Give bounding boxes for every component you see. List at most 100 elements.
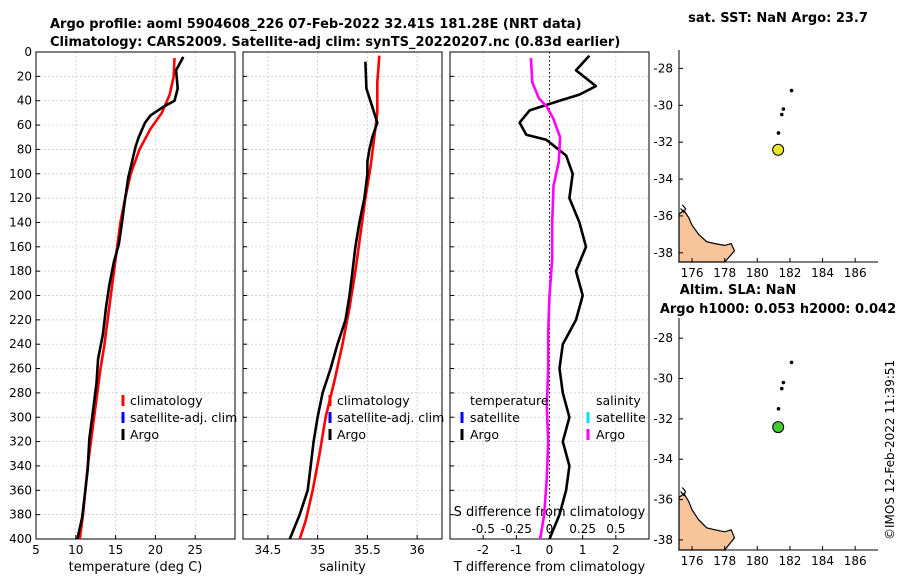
y-tick-label: 220 (9, 313, 32, 327)
land-polygon (678, 209, 736, 263)
legend-entry-label: satellite-adj. clim (337, 410, 444, 425)
x-tick-label: 186 (844, 266, 867, 280)
top-x-tick-label: -0.25 (501, 522, 532, 536)
x-tick-label: 34.5 (255, 543, 282, 557)
top-x-tick-label: 0.25 (569, 522, 596, 536)
legend-entry-label: satellite (596, 410, 646, 425)
y-tick-label: 180 (9, 264, 32, 278)
y-tick-label: -34 (653, 452, 673, 466)
x-tick-label: 10 (68, 543, 83, 557)
y-tick-label: -28 (653, 61, 673, 75)
x-tick-label: 35 (310, 543, 325, 557)
x-tick-label: 184 (811, 554, 834, 568)
x-tick-label: 2 (612, 543, 620, 557)
y-tick-label: -32 (653, 135, 673, 149)
track-point (779, 112, 784, 117)
map-title: Altim. SLA: NaN (680, 283, 796, 298)
x-axis-label: salinity (319, 560, 366, 575)
track-point (776, 406, 781, 411)
series-line-argo (518, 54, 598, 540)
y-tick-label: -36 (653, 209, 673, 223)
legend-title-temperature: temperature (470, 393, 549, 408)
legend-title-salinity: salinity (596, 393, 641, 408)
y-tick-label: 60 (17, 118, 32, 132)
imos-watermark: ©IMOS 12-Feb-2022 11:39:51 (883, 360, 897, 540)
x-tick-label: 178 (713, 554, 736, 568)
x-tick-label: 176 (681, 266, 704, 280)
x-tick-label: 176 (681, 554, 704, 568)
y-tick-label: 100 (9, 167, 32, 181)
x-tick-label: 182 (778, 266, 801, 280)
series-line-climatology (78, 58, 176, 540)
legend-entry-label: Argo (470, 427, 499, 442)
sst-map-panel: 176 178 180 182 184 186 -28 -30 -32 -34 -36 -38 sat.… (653, 11, 878, 280)
figure-title-line1: Argo profile: aoml 5904608_226 07-Feb-20… (50, 17, 582, 32)
y-tick-label: 380 (9, 508, 32, 522)
y-tick-label: 340 (9, 459, 32, 473)
track-point (776, 131, 781, 135)
x-tick-label: -2 (477, 543, 489, 557)
temperature-panel: 5 10 15 20 25 0 20 40 60 80 100 120 140 160 180 200 220 2… (9, 45, 237, 575)
x-tick-label: 180 (746, 554, 769, 568)
y-tick-label: -28 (653, 331, 673, 345)
legend-entry-label: Argo (130, 427, 159, 442)
y-tick-label: 140 (9, 215, 32, 229)
x-axis-label: T difference from climatology (453, 560, 646, 575)
y-tick-label: -30 (653, 372, 673, 386)
top-x-tick-label: -0.5 (471, 522, 494, 536)
y-tick-label: 360 (9, 483, 32, 497)
series-line-argo (76, 56, 185, 540)
y-tick-label: 280 (9, 386, 32, 400)
x-tick-label: 1 (579, 543, 587, 557)
track-point (789, 360, 794, 365)
x-tick-label: 36 (409, 543, 424, 557)
y-tick-label: 80 (17, 142, 32, 156)
x-tick-label: 25 (188, 543, 203, 557)
y-tick-label: -38 (653, 246, 673, 260)
map-subtitle: Argo h1000: 0.053 h2000: 0.042 (660, 302, 896, 317)
series-line-salinity_diff (529, 58, 562, 540)
x-tick-label: 182 (778, 554, 801, 568)
x-tick-label: 180 (746, 266, 769, 280)
y-tick-label: -38 (653, 533, 673, 547)
x-tick-label: 178 (713, 266, 736, 280)
legend-entry-label: satellite (470, 410, 520, 425)
track-point (781, 107, 786, 111)
argo-position-marker (772, 143, 785, 156)
track-point (779, 386, 784, 391)
coastline (680, 487, 687, 497)
legend-entry-label: Argo (596, 427, 625, 442)
y-tick-label: 300 (9, 410, 32, 424)
map-title: sat. SST: NaN Argo: 23.7 (688, 11, 868, 26)
x-tick-label: 15 (108, 543, 123, 557)
top-x-axis-label: S difference from climatology (454, 505, 646, 520)
y-tick-label: -32 (653, 412, 673, 426)
x-tick-label: 0 (546, 543, 554, 557)
land-polygon (678, 492, 736, 551)
x-tick-label: 35.5 (354, 543, 381, 557)
y-tick-label: 240 (9, 337, 32, 351)
legend-entry-label: climatology (337, 393, 410, 408)
x-tick-label: 186 (844, 554, 867, 568)
x-axis-label: temperature (deg C) (69, 560, 203, 575)
sla-map-panel: 176 178 180 182 184 186 -28 -30 -32 -34 -36 -38 Alti… (653, 283, 896, 568)
salinity-panel: 34.5 35 35.5 36 salinity climatology satellite… (242, 51, 444, 575)
series-line-argo (288, 61, 379, 540)
y-tick-label: -36 (653, 493, 673, 507)
y-tick-label: 160 (9, 240, 32, 254)
coastline (680, 204, 687, 214)
x-tick-label: 184 (811, 266, 834, 280)
figure-title-line2: Climatology: CARS2009. Satellite-adj cli… (50, 35, 620, 50)
y-tick-label: -34 (653, 172, 673, 186)
x-tick-label: 20 (148, 543, 163, 557)
y-tick-label: 40 (17, 94, 32, 108)
y-tick-label: 200 (9, 289, 32, 303)
legend-entry-label: satellite-adj. clim (130, 410, 237, 425)
y-tick-label: 260 (9, 362, 32, 376)
legend-entry-label: Argo (337, 427, 366, 442)
x-tick-label: 5 (32, 543, 40, 557)
x-tick-label: -1 (510, 543, 522, 557)
difference-panel: -2 -1 0 1 2 T difference from climatology S di… (449, 51, 650, 575)
y-tick-label: 120 (9, 191, 32, 205)
